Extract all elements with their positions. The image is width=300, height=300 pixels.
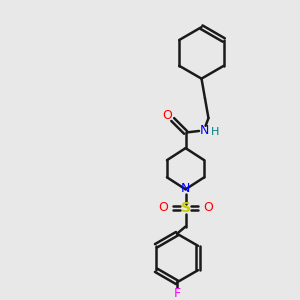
Text: H: H	[211, 128, 219, 137]
Text: O: O	[158, 201, 168, 214]
Text: S: S	[181, 201, 190, 215]
Text: F: F	[173, 287, 181, 300]
Text: O: O	[163, 109, 172, 122]
Text: N: N	[181, 182, 190, 195]
Text: O: O	[203, 201, 213, 214]
Text: N: N	[200, 124, 209, 137]
